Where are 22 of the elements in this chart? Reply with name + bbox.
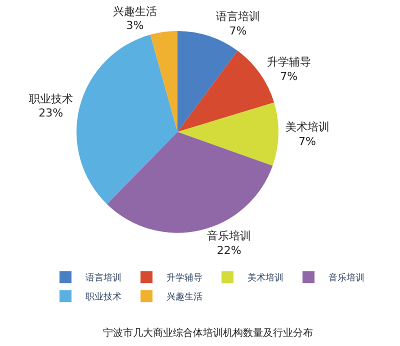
data-label: 7% xyxy=(280,70,298,83)
legend-label: 兴趣生活 xyxy=(166,292,202,303)
pie-slice xyxy=(178,102,278,166)
pie-slice xyxy=(150,30,178,132)
data-label: 3% xyxy=(126,19,144,32)
legend-label: 音乐培训 xyxy=(328,272,364,284)
slice-label: 职业技术 xyxy=(28,92,73,106)
data-label: 23% xyxy=(38,106,64,120)
pie-slice xyxy=(76,34,178,204)
legend-label: 升学辅导 xyxy=(166,272,202,284)
data-label: 22% xyxy=(216,244,242,257)
legend-label: 职业技术 xyxy=(86,292,122,303)
slice-label: 音乐培训 xyxy=(207,230,252,243)
slice-label: 语言培训 xyxy=(216,10,260,24)
data-label: 7% xyxy=(229,24,247,38)
slice-label: 美术培训 xyxy=(285,120,330,134)
data-label: 7% xyxy=(298,134,316,148)
text: 宁波市几大商业综合体培训机构数量及行业分布 xyxy=(103,327,313,339)
legend-label: 美术培训 xyxy=(248,272,284,284)
slice-label: 升学辅导 xyxy=(266,56,311,68)
legend-label: 语言培训 xyxy=(86,272,122,284)
slice-label: 兴趣生活 xyxy=(112,4,157,18)
